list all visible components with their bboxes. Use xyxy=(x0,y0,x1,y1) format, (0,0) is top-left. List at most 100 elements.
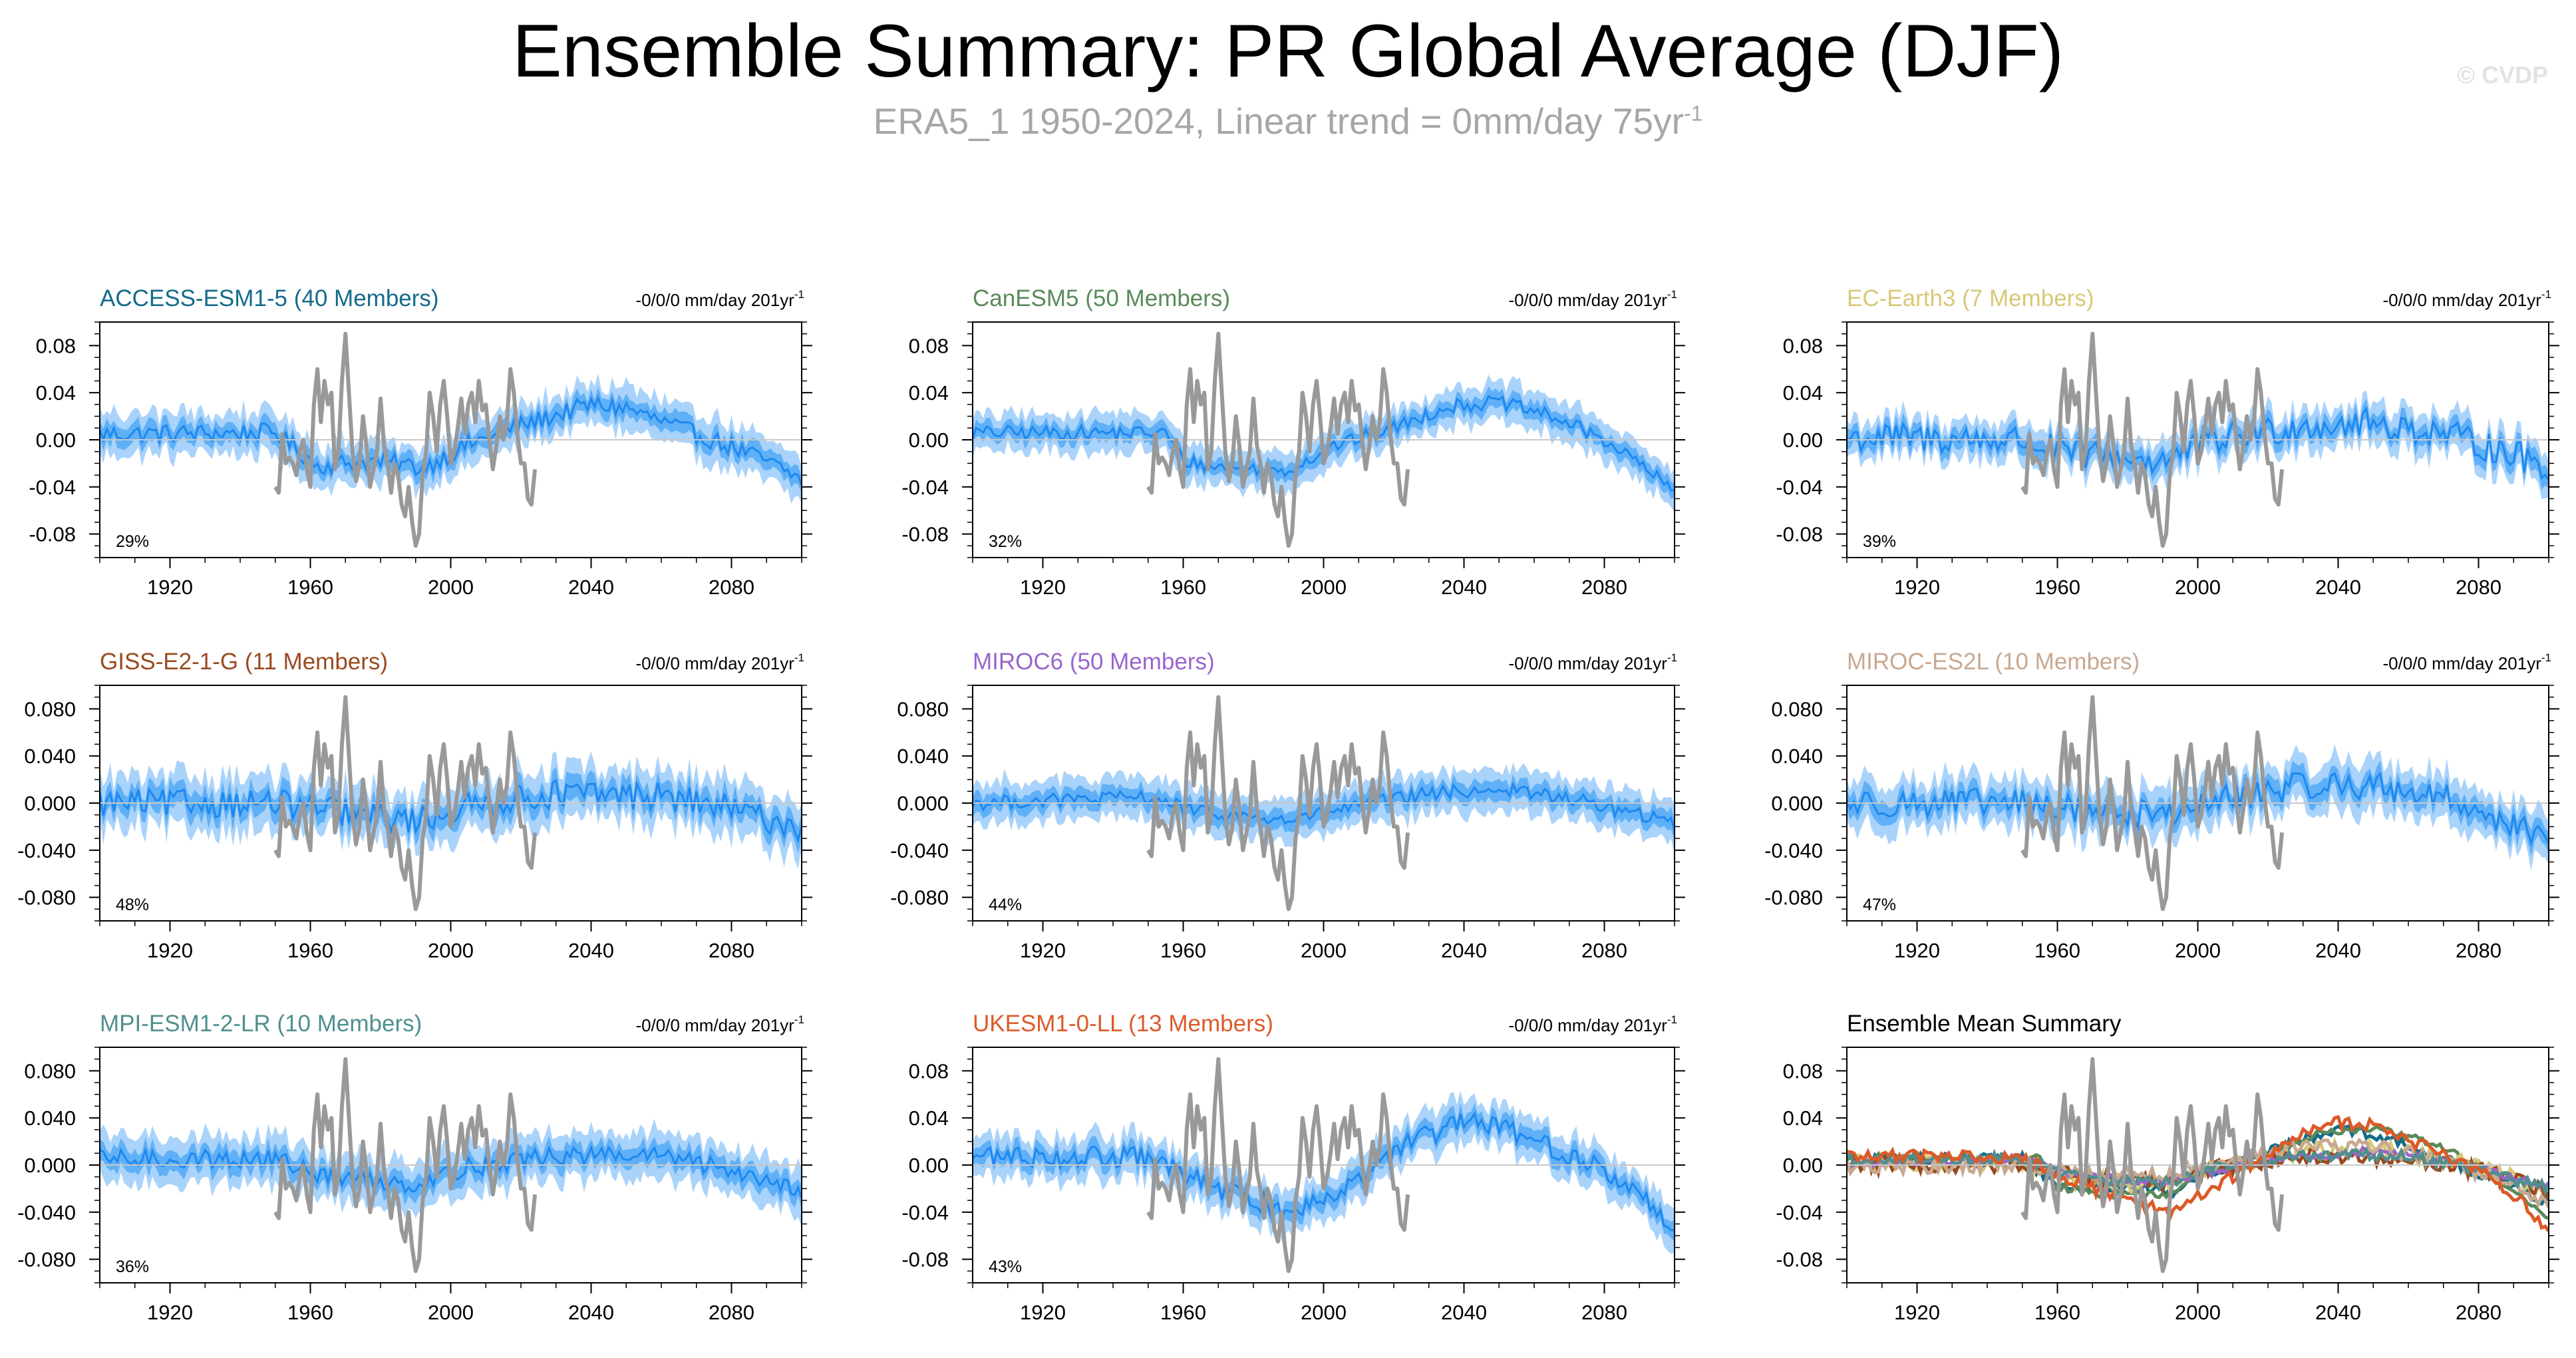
x-tick-label: 1960 xyxy=(287,1301,333,1324)
x-tick-label: 2040 xyxy=(1441,939,1487,962)
y-tick-label: 0.00 xyxy=(909,428,949,452)
x-tick-label: 1960 xyxy=(1160,576,1206,599)
y-tick-label: -0.04 xyxy=(1776,1201,1823,1224)
trend-label: -0/0/0 mm/day 201yr-1 xyxy=(635,651,804,673)
y-tick-label: 0.040 xyxy=(897,745,949,768)
y-tick-label: -0.040 xyxy=(890,839,949,862)
percent-label: 29% xyxy=(116,532,149,551)
ensemble-spread-inner xyxy=(973,1103,1675,1242)
x-tick-label: 2080 xyxy=(1581,1301,1627,1324)
y-tick-label: -0.08 xyxy=(29,523,76,546)
y-tick-label: -0.080 xyxy=(890,886,949,910)
y-tick-label: -0.04 xyxy=(901,476,949,499)
x-tick-label: 1920 xyxy=(1020,939,1066,962)
x-tick-label: 1960 xyxy=(287,939,333,962)
x-tick-label: 2040 xyxy=(1441,1301,1487,1324)
trend-label: -0/0/0 mm/day 201yr-1 xyxy=(635,288,804,310)
x-tick-label: 2080 xyxy=(2456,939,2501,962)
y-tick-label: 0.000 xyxy=(897,792,949,815)
panel-title: UKESM1-0-LL (13 Members) xyxy=(973,1011,1273,1037)
panel-7: 0.080 0.040 0.000 -0.040 -0.080 1920 1960 2000 2… xyxy=(17,1011,812,1324)
x-tick-label: 1960 xyxy=(287,576,333,599)
x-tick-label: 2080 xyxy=(709,576,754,599)
trend-label: -0/0/0 mm/day 201yr-1 xyxy=(1508,651,1677,673)
observations-line xyxy=(273,1057,538,1273)
panel-4: 0.080 0.040 0.000 -0.040 -0.080 1920 1960 2000 2… xyxy=(17,649,812,962)
y-tick-label: 0.08 xyxy=(909,334,949,357)
trend-superscript: -1 xyxy=(1667,651,1677,664)
x-tick-label: 2000 xyxy=(1301,939,1347,962)
y-tick-label: 0.040 xyxy=(24,1106,76,1130)
observations-line xyxy=(2020,695,2285,912)
figure-title: Ensemble Summary: PR Global Average (DJF… xyxy=(512,9,2064,92)
x-tick-label: 1920 xyxy=(1894,1301,1940,1324)
observations-line xyxy=(2020,331,2285,548)
x-tick-label: 2040 xyxy=(568,939,614,962)
x-tick-label: 2000 xyxy=(1301,1301,1347,1324)
y-tick-label: -0.08 xyxy=(901,1248,949,1272)
y-tick-label: 0.04 xyxy=(1783,1106,1823,1130)
plot-area xyxy=(973,331,1675,548)
x-tick-label: 2000 xyxy=(1301,576,1347,599)
percent-label: 32% xyxy=(989,532,1022,551)
plot-area xyxy=(100,695,802,912)
x-tick-label: 1920 xyxy=(147,1301,193,1324)
panel-title: MPI-ESM1-2-LR (10 Members) xyxy=(100,1011,422,1037)
y-tick-label: 0.000 xyxy=(1771,792,1823,815)
trend-label: -0/0/0 mm/day 201yr-1 xyxy=(2382,288,2551,310)
panel-2: 0.08 0.04 0.00 -0.04 -0.08 1920 1960 2000 2040 20… xyxy=(901,285,1685,599)
y-tick-label: 0.00 xyxy=(36,428,76,452)
plot-area xyxy=(100,1057,802,1273)
plot-area xyxy=(1847,1057,2549,1273)
panel-title: EC-Earth3 (7 Members) xyxy=(1847,285,2094,311)
y-tick-label: 0.04 xyxy=(36,381,76,405)
y-tick-label: -0.040 xyxy=(17,1201,76,1224)
x-tick-label: 1960 xyxy=(1160,1301,1206,1324)
y-tick-label: -0.08 xyxy=(1776,523,1823,546)
x-tick-label: 2000 xyxy=(428,939,474,962)
y-tick-label: 0.00 xyxy=(1783,1154,1823,1177)
trend-superscript: -1 xyxy=(794,288,804,301)
y-tick-label: -0.04 xyxy=(1776,476,1823,499)
y-tick-label: 0.080 xyxy=(1771,697,1823,721)
cvdp-watermark: © CVDP xyxy=(2457,61,2548,88)
panel-title: ACCESS-ESM1-5 (40 Members) xyxy=(100,285,439,311)
x-tick-label: 2040 xyxy=(568,1301,614,1324)
panel-title: CanESM5 (50 Members) xyxy=(973,285,1230,311)
trend-superscript: -1 xyxy=(794,651,804,664)
percent-label: 44% xyxy=(989,896,1022,914)
trend-text: -0/0/0 mm/day 201yr xyxy=(635,1015,794,1035)
subtitle-text: ERA5_1 1950-2024, Linear trend = 0mm/day… xyxy=(873,100,1684,142)
x-tick-label: 2080 xyxy=(1581,576,1627,599)
y-tick-label: -0.040 xyxy=(1764,839,1823,862)
plot-area xyxy=(973,695,1675,912)
x-tick-label: 2000 xyxy=(2175,939,2221,962)
y-tick-label: -0.040 xyxy=(17,839,76,862)
trend-superscript: -1 xyxy=(2541,288,2551,301)
ensemble-mean-line xyxy=(973,1110,1675,1232)
panel-5: 0.080 0.040 0.000 -0.040 -0.080 1920 1960 2000 2… xyxy=(890,649,1685,962)
y-tick-label: 0.04 xyxy=(909,1106,949,1130)
figure-subtitle: ERA5_1 1950-2024, Linear trend = 0mm/day… xyxy=(0,100,2576,142)
trend-text: -0/0/0 mm/day 201yr xyxy=(635,290,794,310)
panel-3: 0.08 0.04 0.00 -0.04 -0.08 1920 1960 2000 2040 20… xyxy=(1776,285,2559,599)
percent-label: 39% xyxy=(1863,532,1896,551)
percent-label: 48% xyxy=(116,896,149,914)
x-tick-label: 2080 xyxy=(709,1301,754,1324)
x-tick-label: 1960 xyxy=(2034,1301,2080,1324)
trend-superscript: -1 xyxy=(794,1013,804,1026)
trend-text: -0/0/0 mm/day 201yr xyxy=(1508,1015,1667,1035)
panel-1: 0.08 0.04 0.00 -0.04 -0.08 1920 1960 2000 2040 20… xyxy=(29,285,812,599)
y-tick-label: 0.08 xyxy=(36,334,76,357)
x-tick-label: 2080 xyxy=(2456,576,2501,599)
x-tick-label: 2040 xyxy=(2315,576,2361,599)
observations-line xyxy=(273,695,538,912)
y-tick-label: 0.00 xyxy=(909,1154,949,1177)
y-tick-label: 0.080 xyxy=(897,697,949,721)
ensemble-spread-inner xyxy=(100,766,802,854)
y-tick-label: 0.040 xyxy=(24,745,76,768)
model-mean-line xyxy=(1847,1114,2549,1232)
y-tick-label: 0.08 xyxy=(1783,1059,1823,1083)
plot-area xyxy=(100,331,802,548)
